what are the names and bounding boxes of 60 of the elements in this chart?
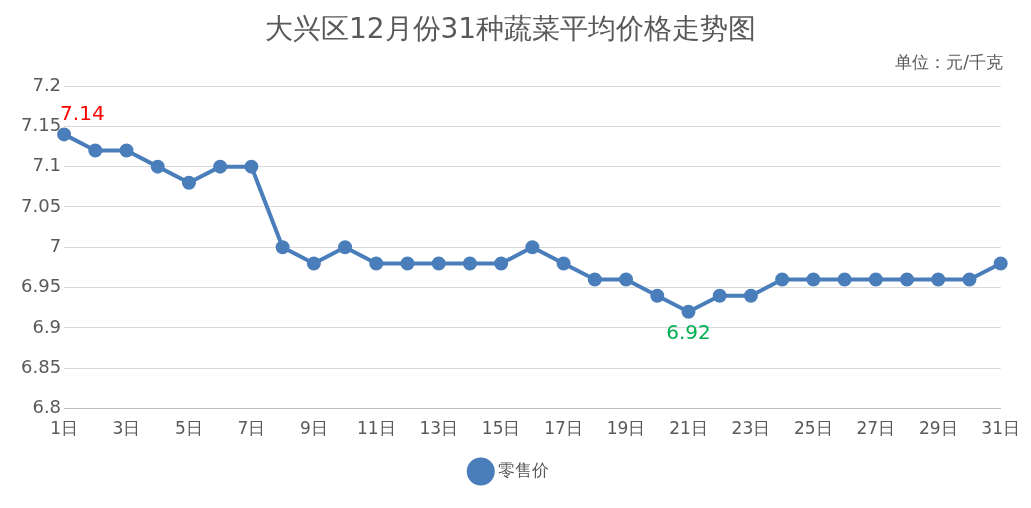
point	[400, 256, 415, 271]
point	[619, 272, 634, 287]
x-tick-label: 7日	[237, 418, 266, 439]
point	[556, 256, 571, 271]
y-tick-label: 7.05	[21, 194, 62, 216]
point	[88, 143, 103, 158]
point	[868, 272, 883, 287]
point	[369, 256, 384, 271]
x-tick-label: 17日	[544, 418, 583, 439]
x-tick-label: 1日	[50, 418, 78, 439]
x-tick-label: 25日	[794, 418, 833, 439]
point	[213, 159, 228, 174]
point	[119, 143, 134, 158]
point	[306, 256, 321, 271]
legend-label: 零售价	[497, 459, 549, 480]
point	[712, 288, 727, 303]
point	[494, 256, 509, 271]
point	[993, 256, 1008, 271]
chart-title: 大兴区12月份31种蔬菜平均价格走势图	[264, 12, 757, 46]
point	[931, 272, 946, 287]
point	[181, 175, 196, 190]
point	[150, 159, 165, 174]
x-tick-label: 29日	[918, 418, 958, 439]
point	[587, 272, 602, 287]
annotation: 6.92	[666, 320, 711, 345]
point	[743, 288, 758, 303]
y-tick-label: 7.2	[32, 73, 62, 95]
point	[962, 272, 977, 287]
y-tick-label: 7.1	[32, 154, 62, 176]
x-tick-label: 3日	[112, 418, 141, 439]
x-tick-label: 31日	[981, 418, 1020, 439]
point	[650, 288, 665, 303]
x-tick-label: 21日	[669, 418, 708, 439]
x-tick-label: 11日	[356, 418, 396, 439]
point	[275, 240, 290, 255]
point	[900, 272, 915, 287]
y-tick-label: 7	[49, 234, 62, 256]
point	[525, 240, 540, 255]
x-tick-label: 27日	[856, 418, 896, 439]
point	[338, 240, 353, 255]
x-tick-label: 19日	[606, 418, 646, 439]
x-tick-label: 23日	[731, 418, 771, 439]
point	[681, 304, 696, 319]
y-tick-label: 6.8	[32, 396, 62, 418]
x-tick-label: 9日	[299, 418, 328, 439]
point	[431, 256, 446, 271]
x-tick-label: 13日	[419, 418, 459, 439]
point	[775, 272, 790, 287]
x-tick-label: 5日	[175, 418, 203, 439]
y-tick-label: 7.15	[21, 114, 62, 135]
chart-subtitle: 单位：元/千克	[895, 52, 1003, 73]
y-tick-label: 6.95	[21, 275, 62, 297]
point	[244, 159, 259, 174]
y-tick-label: 6.9	[32, 315, 62, 337]
x-tick-label: 15日	[481, 418, 521, 439]
point	[837, 272, 852, 287]
point	[462, 256, 477, 271]
y-tick-label: 6.85	[21, 355, 62, 377]
annotation: 7.14	[60, 100, 105, 125]
point	[806, 272, 821, 287]
